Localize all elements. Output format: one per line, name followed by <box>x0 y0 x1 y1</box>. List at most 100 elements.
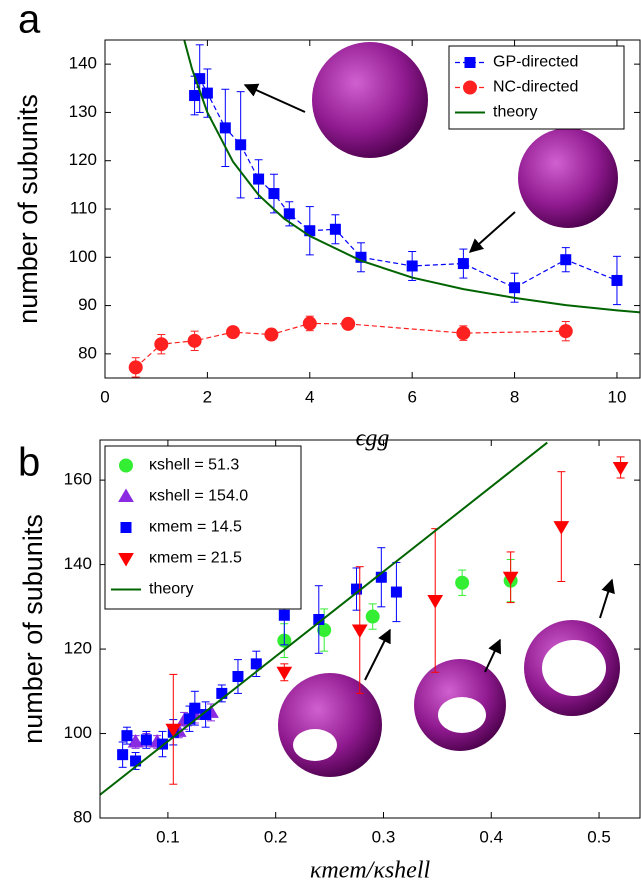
data-point <box>457 258 469 270</box>
data-point <box>235 139 247 151</box>
data-point <box>276 666 293 681</box>
capsid-image <box>278 673 382 777</box>
data-point <box>117 749 129 761</box>
legend-marker <box>120 522 132 533</box>
legend-marker <box>463 80 477 95</box>
panel-label: a <box>18 0 41 42</box>
arrow <box>599 578 615 619</box>
x-tick-label: 8 <box>510 387 519 406</box>
legend-box <box>448 45 625 130</box>
arrow <box>364 628 391 681</box>
data-point <box>268 188 280 200</box>
arrow <box>243 83 306 113</box>
legend-label: theory <box>149 581 193 598</box>
data-point <box>365 609 380 624</box>
data-point <box>390 586 402 598</box>
legend-box <box>104 445 302 610</box>
data-point <box>427 594 444 609</box>
x-tick-label: 0 <box>100 387 109 406</box>
data-point <box>219 122 231 134</box>
legend-label: κmem = 14.5 <box>149 519 242 536</box>
x-tick-label: 0.4 <box>479 827 503 846</box>
y-tick-label: 140 <box>69 54 97 73</box>
y-tick-label: 90 <box>78 295 97 314</box>
data-point <box>455 575 470 590</box>
data-point <box>250 658 262 670</box>
y-tick-label: 80 <box>78 343 97 362</box>
series-line <box>194 77 618 289</box>
series-line <box>183 40 640 314</box>
data-point <box>351 624 368 639</box>
data-point <box>264 327 279 342</box>
x-tick-label: 0.3 <box>372 827 396 846</box>
x-tick-label: 0.1 <box>156 827 180 846</box>
data-point <box>283 208 295 220</box>
data-point <box>121 730 133 742</box>
data-point <box>329 223 341 235</box>
y-axis-label: number of subunits <box>13 94 43 324</box>
sphere-images <box>243 42 620 777</box>
data-point <box>165 723 182 738</box>
y-tick-label: 140 <box>64 554 92 573</box>
y-tick-label: 110 <box>70 198 97 217</box>
data-point <box>341 316 356 331</box>
data-point <box>302 316 317 331</box>
plot-area <box>128 40 640 378</box>
data-point <box>456 326 471 341</box>
x-tick-label: 0.2 <box>264 827 288 846</box>
y-tick-label: 120 <box>69 150 97 169</box>
x-tick-label: 0.5 <box>587 827 611 846</box>
data-point <box>406 260 418 272</box>
x-tick-label: 6 <box>407 387 416 406</box>
data-point <box>187 333 202 348</box>
data-point <box>140 734 152 746</box>
axes-frame <box>99 439 641 819</box>
x-axis-label: κmem/κshell <box>310 858 431 884</box>
data-point <box>553 521 570 535</box>
capsid-hole <box>438 697 486 733</box>
data-point <box>201 87 213 99</box>
data-point <box>128 360 143 375</box>
data-point <box>157 738 169 750</box>
data-point <box>560 254 572 266</box>
legend-label: κshell = 51.3 <box>149 457 239 474</box>
data-point <box>225 325 240 340</box>
x-tick-label: 10 <box>608 387 627 406</box>
x-axis-label: ϵgg <box>356 426 390 452</box>
x-tick-label: 4 <box>305 387 314 406</box>
y-tick-label: 160 <box>64 470 92 489</box>
legend-marker <box>118 553 134 567</box>
data-point <box>189 702 201 714</box>
legend-label: NC-directed <box>493 79 578 96</box>
data-point <box>278 609 290 621</box>
data-point <box>189 90 201 102</box>
legend-label: κshell = 154.0 <box>149 488 248 505</box>
legend-marker <box>464 57 476 68</box>
capsid-hole <box>293 729 337 761</box>
x-tick-label: 2 <box>203 387 212 406</box>
legend-label: GP-directed <box>493 54 578 71</box>
capsid-hole <box>542 640 606 696</box>
data-point <box>154 337 169 352</box>
arrow <box>468 211 516 253</box>
data-point <box>253 173 265 185</box>
y-tick-label: 100 <box>69 247 97 266</box>
series-line <box>100 441 548 796</box>
capsid-image <box>312 42 428 158</box>
capsid-image <box>518 128 618 228</box>
y-tick-label: 80 <box>73 807 92 826</box>
legend-marker <box>119 458 133 473</box>
data-point <box>502 571 519 586</box>
legend-label: κmem = 21.5 <box>149 550 242 567</box>
data-point <box>232 671 244 683</box>
data-point <box>509 282 521 294</box>
data-point <box>558 324 573 339</box>
y-tick-label: 120 <box>64 639 92 658</box>
legend-marker <box>118 488 134 502</box>
data-point <box>317 623 332 638</box>
y-tick-label: 100 <box>64 723 92 742</box>
y-axis-label: number of subunits <box>18 514 48 744</box>
legend-label: theory <box>493 104 537 121</box>
arrow <box>484 638 501 673</box>
